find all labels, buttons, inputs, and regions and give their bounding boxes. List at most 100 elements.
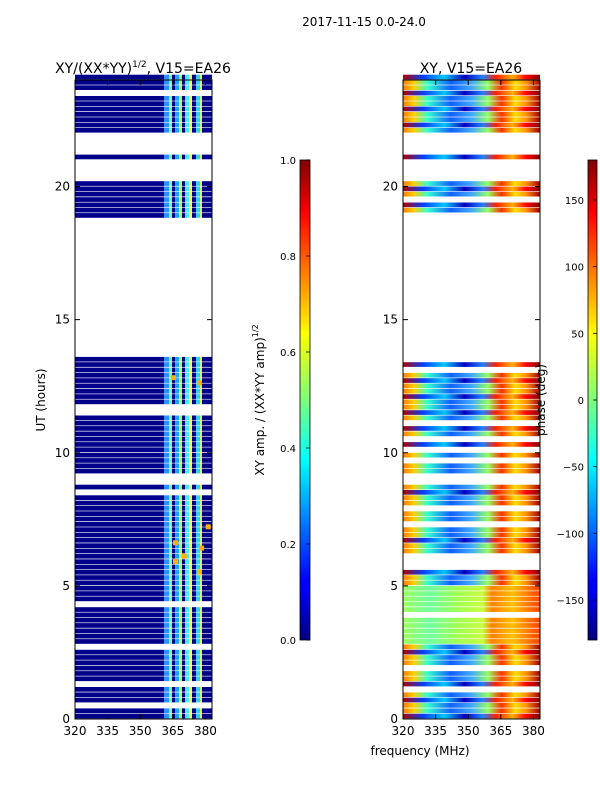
heatmap-row bbox=[403, 617, 540, 623]
heatmap-row bbox=[75, 447, 212, 453]
heatmap-row bbox=[75, 154, 212, 160]
heatmap-row bbox=[403, 543, 540, 548]
heatmap-row bbox=[75, 101, 212, 106]
heatmap-row bbox=[403, 511, 540, 516]
amplitude-colorbar-label-main: XY amp. / (XX*YY amp) bbox=[253, 337, 267, 475]
x-tick-label: 365 bbox=[489, 724, 512, 738]
heatmap-row bbox=[75, 367, 212, 373]
heatmap-row bbox=[403, 548, 540, 554]
heatmap-row bbox=[75, 127, 212, 133]
heatmap-row bbox=[75, 106, 212, 112]
amplitude-panel: XY/(XX*YY)1/2, V15=EA26 320 335 350 365 380 0… bbox=[34, 60, 231, 738]
heatmap-hotspot bbox=[170, 375, 176, 381]
heatmap-row bbox=[75, 452, 212, 458]
y-tick-label: 0 bbox=[62, 712, 70, 726]
heatmap-row bbox=[75, 585, 212, 591]
colorbar-tick-label: 0.8 bbox=[280, 252, 296, 263]
colorbar-tick-label: 50 bbox=[571, 329, 584, 340]
heatmap-row bbox=[403, 191, 540, 197]
y-tick-label: 15 bbox=[383, 313, 398, 327]
amplitude-colorbar-ticks: 0.0 0.2 0.4 0.6 0.8 1.0 bbox=[280, 156, 310, 647]
heatmap-row bbox=[403, 362, 540, 367]
heatmap-row bbox=[403, 85, 540, 90]
heatmap-row bbox=[75, 537, 212, 543]
heatmap-row bbox=[403, 383, 540, 389]
colorbar-tick-label: 0.6 bbox=[280, 348, 296, 359]
heatmap-row bbox=[75, 197, 212, 202]
colorbar-tick-label: 0.0 bbox=[280, 636, 296, 647]
heatmap-row bbox=[75, 655, 212, 660]
y-tick-label: 20 bbox=[55, 180, 70, 194]
heatmap-row bbox=[75, 484, 212, 490]
heatmap-row bbox=[403, 623, 540, 628]
heatmap-row bbox=[75, 708, 212, 714]
heatmap-row bbox=[403, 106, 540, 112]
heatmap-row bbox=[75, 633, 212, 639]
heatmap-hotspot bbox=[173, 540, 178, 546]
colorbar-tick-label: 0.2 bbox=[280, 540, 296, 551]
heatmap-row bbox=[403, 186, 540, 192]
heatmap-row bbox=[75, 697, 212, 703]
phase-colorbar-ticks: −150 −100 −50 0 50 100 150 bbox=[557, 196, 597, 607]
heatmap-row bbox=[75, 628, 212, 634]
heatmap-row bbox=[403, 575, 540, 580]
heatmap-row bbox=[403, 202, 540, 208]
heatmap-row bbox=[403, 607, 540, 612]
heatmap-row bbox=[75, 202, 212, 208]
heatmap-row bbox=[75, 548, 212, 554]
heatmap-row bbox=[403, 500, 540, 506]
amplitude-heatmap bbox=[75, 74, 212, 719]
colorbar-tick-label: 0 bbox=[578, 396, 584, 407]
heatmap-row bbox=[75, 207, 212, 213]
heatmap-row bbox=[403, 112, 540, 117]
heatmap-row bbox=[75, 420, 212, 426]
heatmap-row bbox=[403, 90, 540, 96]
heatmap-row bbox=[75, 431, 212, 437]
heatmap-row bbox=[75, 399, 212, 405]
heatmap-row bbox=[75, 687, 212, 692]
heatmap-row bbox=[75, 713, 212, 719]
heatmap-row bbox=[403, 415, 540, 421]
heatmap-row bbox=[403, 681, 540, 687]
heatmap-row bbox=[403, 442, 540, 447]
heatmap-row bbox=[403, 516, 540, 522]
heatmap-row bbox=[403, 452, 540, 458]
figure-suptitle: 2017-11-15 0.0-24.0 bbox=[302, 15, 426, 29]
heatmap-row bbox=[75, 186, 212, 192]
heatmap-hotspot bbox=[197, 380, 202, 386]
heatmap-row bbox=[403, 601, 540, 607]
heatmap-row bbox=[403, 633, 540, 639]
heatmap-row bbox=[403, 676, 540, 682]
heatmap-row bbox=[75, 553, 212, 559]
phase-panel: XY, V15=EA26 320 335 350 365 380 0 5 10 15 20 fre… bbox=[370, 61, 544, 758]
heatmap-row bbox=[75, 191, 212, 197]
y-tick-label: 15 bbox=[55, 313, 70, 327]
heatmap-row bbox=[403, 537, 540, 543]
heatmap-hotspot bbox=[199, 545, 205, 551]
amplitude-panel-title: XY/(XX*YY)1/2, V15=EA26 bbox=[55, 60, 231, 77]
x-tick-label: 380 bbox=[194, 724, 217, 738]
heatmap-row bbox=[75, 569, 212, 575]
y-tick-label: 0 bbox=[390, 712, 398, 726]
heatmap-row bbox=[75, 580, 212, 586]
heatmap-row bbox=[403, 101, 540, 106]
heatmap-row bbox=[75, 96, 212, 101]
phase-x-axis-label: frequency (MHz) bbox=[370, 744, 469, 758]
heatmap-row bbox=[75, 591, 212, 596]
heatmap-row bbox=[75, 559, 212, 564]
heatmap-hotspot bbox=[205, 524, 211, 530]
heatmap-row bbox=[403, 74, 540, 80]
heatmap-row bbox=[403, 655, 540, 660]
heatmap-row bbox=[75, 575, 212, 580]
heatmap-row bbox=[403, 490, 540, 495]
heatmap-row bbox=[403, 122, 540, 128]
colorbar-tick-label: 1.0 bbox=[280, 156, 296, 167]
heatmap-row bbox=[403, 372, 540, 378]
heatmap-row bbox=[403, 80, 540, 85]
phase-axes-frame bbox=[402, 79, 541, 720]
phase-heatmap bbox=[403, 74, 540, 719]
heatmap-row bbox=[403, 580, 540, 586]
heatmap-row bbox=[403, 96, 540, 101]
heatmap-row bbox=[75, 378, 212, 383]
heatmap-row bbox=[75, 564, 212, 570]
